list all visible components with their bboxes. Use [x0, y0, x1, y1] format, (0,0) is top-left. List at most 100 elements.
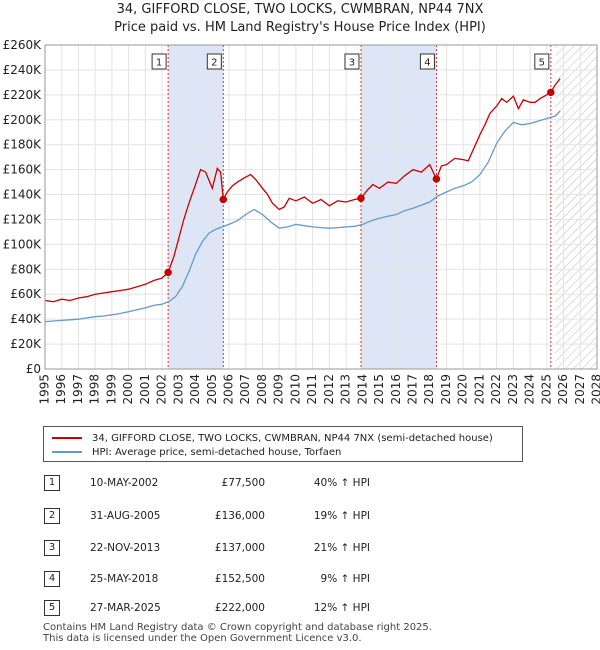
sale-point — [219, 195, 228, 204]
hpi-line — [44, 110, 561, 323]
x-tick-label: 2007 — [238, 374, 252, 405]
legend-item-property: 34, GIFFORD CLOSE, TWO LOCKS, CWMBRAN, N… — [52, 431, 493, 445]
sale-number-label: 2 — [211, 58, 217, 69]
x-tick-label: 2004 — [188, 374, 202, 405]
sale-number-box — [344, 53, 360, 70]
y-tick-label: £200K — [3, 113, 43, 127]
x-tick-label: 1997 — [71, 374, 85, 405]
transaction-date: 31-AUG-2005 — [90, 510, 161, 522]
transaction-number: 1 — [44, 475, 60, 491]
transaction-number: 2 — [44, 508, 60, 524]
chart-legend: 34, GIFFORD CLOSE, TWO LOCKS, CWMBRAN, N… — [43, 426, 523, 462]
y-tick-label: £260K — [3, 38, 43, 52]
x-tick-label: 2020 — [456, 374, 470, 405]
x-tick-label: 2021 — [472, 374, 486, 405]
x-tick-label: 2026 — [556, 374, 570, 405]
x-tick-label: 2005 — [205, 374, 219, 405]
x-tick-label: 2023 — [506, 374, 520, 405]
sale-number-box — [206, 53, 222, 70]
legend-swatch-hpi — [52, 451, 82, 453]
transaction-hpi: 9% ↑ HPI — [320, 573, 370, 585]
x-tick-label: 2011 — [305, 374, 319, 405]
x-tick-label: 2016 — [389, 374, 403, 405]
sale-number-box — [151, 53, 167, 70]
sale-number-label: 4 — [424, 58, 430, 69]
y-tick-label: £120K — [3, 212, 43, 226]
sale-point — [164, 268, 172, 277]
y-tick-label: £160K — [3, 163, 43, 177]
x-tick-label: 2001 — [138, 374, 152, 405]
y-tick-label: £240K — [3, 63, 43, 77]
footer-licence: This data is licensed under the Open Gov… — [43, 633, 362, 644]
chart-title: 34, GIFFORD CLOSE, TWO LOCKS, CWMBRAN, N… — [116, 2, 484, 17]
y-tick-label: £220K — [3, 88, 43, 102]
transaction-number: 4 — [44, 571, 60, 587]
x-tick-label: 2017 — [406, 374, 420, 405]
x-tick-label: 2013 — [339, 374, 353, 405]
sale-number-label: 1 — [156, 58, 162, 69]
legend-label-property: 34, GIFFORD CLOSE, TWO LOCKS, CWMBRAN, N… — [92, 432, 493, 444]
transaction-price: £222,000 — [214, 602, 265, 614]
x-tick-label: 2025 — [539, 374, 553, 405]
y-tick-label: £60K — [10, 287, 42, 301]
x-tick-label: 2027 — [573, 374, 587, 405]
sale-number-box — [534, 53, 550, 70]
sale-number-label: 5 — [539, 58, 545, 69]
x-tick-label: 2010 — [288, 374, 302, 405]
shaded-range — [360, 45, 437, 369]
x-tick-label: 2014 — [355, 374, 369, 405]
transaction-price: £137,000 — [214, 542, 265, 554]
price-chart: £0 £20K £40K £60K £80K £100K £120K £140K £160K £1… — [3, 38, 600, 405]
x-tick-label: 2028 — [590, 374, 600, 405]
sale-number-label: 3 — [349, 58, 355, 69]
transaction-price: £77,500 — [221, 477, 265, 489]
sale-number-box — [419, 53, 435, 70]
transaction-date: 10-MAY-2002 — [90, 477, 159, 489]
footer-copyright: Contains HM Land Registry data © Crown c… — [43, 622, 432, 633]
transaction-date: 27-MAR-2025 — [90, 602, 161, 614]
y-tick-label: £80K — [10, 262, 42, 276]
property-price-line — [44, 78, 561, 303]
y-tick-label: £140K — [3, 188, 43, 202]
y-tick-label: £20K — [10, 337, 42, 351]
x-tick-label: 1998 — [88, 374, 102, 405]
x-tick-label: 2022 — [489, 374, 503, 405]
transaction-number: 3 — [44, 540, 60, 556]
x-tick-label: 1999 — [104, 374, 118, 405]
x-tick-label: 2000 — [121, 374, 135, 405]
x-tick-label: 1995 — [38, 374, 52, 405]
plot-area — [45, 45, 597, 369]
x-tick-label: 2018 — [422, 374, 436, 405]
transaction-hpi: 21% ↑ HPI — [313, 542, 370, 554]
transaction-number: 5 — [44, 600, 60, 616]
legend-item-hpi: HPI: Average price, semi-detached house,… — [52, 445, 341, 459]
y-tick-label: £180K — [3, 138, 43, 152]
transaction-price: £152,500 — [214, 573, 265, 585]
y-tick-label: £40K — [10, 312, 42, 326]
sale-point — [357, 194, 365, 203]
x-tick-label: 2009 — [272, 374, 286, 405]
legend-swatch-property — [52, 437, 82, 439]
y-tick-label: £0 — [26, 362, 41, 376]
y-tick-label: £100K — [3, 237, 43, 251]
transaction-date: 22-NOV-2013 — [90, 542, 161, 554]
sale-point — [432, 175, 441, 183]
transaction-date: 25-MAY-2018 — [90, 573, 159, 585]
sale-point — [547, 88, 555, 97]
x-tick-label: 2015 — [372, 374, 386, 405]
transaction-hpi: 19% ↑ HPI — [313, 510, 370, 522]
chart-subtitle: Price paid vs. HM Land Registry's House … — [114, 20, 486, 35]
x-tick-label: 2002 — [155, 374, 169, 405]
plot-border — [44, 44, 598, 370]
x-tick-label: 2019 — [439, 374, 453, 405]
x-tick-label: 2008 — [255, 374, 269, 405]
forecast-hatch — [555, 45, 597, 369]
x-tick-label: 2012 — [322, 374, 336, 405]
transaction-hpi: 12% ↑ HPI — [313, 602, 370, 614]
x-tick-label: 2003 — [171, 374, 185, 405]
legend-label-hpi: HPI: Average price, semi-detached house,… — [92, 446, 342, 458]
x-tick-label: 2024 — [523, 374, 537, 405]
transaction-price: £136,000 — [214, 510, 265, 522]
x-tick-label: 1996 — [54, 374, 68, 405]
x-tick-label: 2006 — [222, 374, 236, 405]
